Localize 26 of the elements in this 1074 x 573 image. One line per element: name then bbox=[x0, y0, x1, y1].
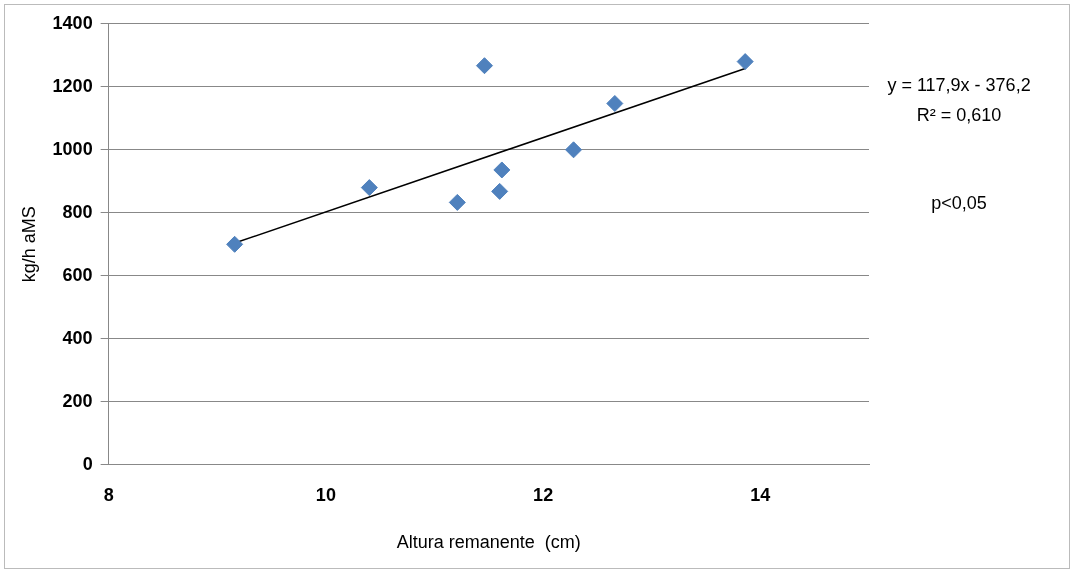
point bbox=[475, 57, 493, 75]
x-tick-label: 12 bbox=[533, 484, 554, 505]
text: p<0,05 bbox=[931, 192, 987, 213]
y-tick-label: 600 bbox=[62, 264, 93, 285]
text: y = 117,9x - 376,2 bbox=[887, 74, 1031, 95]
y-tick-label: 1200 bbox=[52, 75, 93, 96]
point bbox=[491, 182, 509, 200]
point bbox=[360, 179, 378, 197]
x-tick-label: 10 bbox=[315, 484, 336, 505]
y-tick-label: 1000 bbox=[52, 138, 93, 159]
point bbox=[493, 161, 511, 179]
text: R² = 0,610 bbox=[916, 104, 1002, 125]
x-tick-label: 8 bbox=[103, 484, 114, 505]
y-axis-title: kg/h aMS bbox=[18, 206, 39, 283]
y-tick-label: 800 bbox=[62, 201, 93, 222]
y-tick-label: 0 bbox=[82, 453, 93, 474]
y-tick-label: 400 bbox=[62, 327, 93, 348]
point bbox=[736, 53, 754, 71]
point bbox=[226, 235, 244, 253]
point bbox=[448, 193, 466, 211]
y-tick-label: 1400 bbox=[52, 12, 93, 33]
point bbox=[606, 95, 624, 112]
point bbox=[565, 141, 583, 159]
x-tick-label: 14 bbox=[750, 484, 771, 505]
y-tick-label: 200 bbox=[62, 390, 93, 411]
x-axis-title: Altura remanente (cm) bbox=[396, 532, 581, 553]
